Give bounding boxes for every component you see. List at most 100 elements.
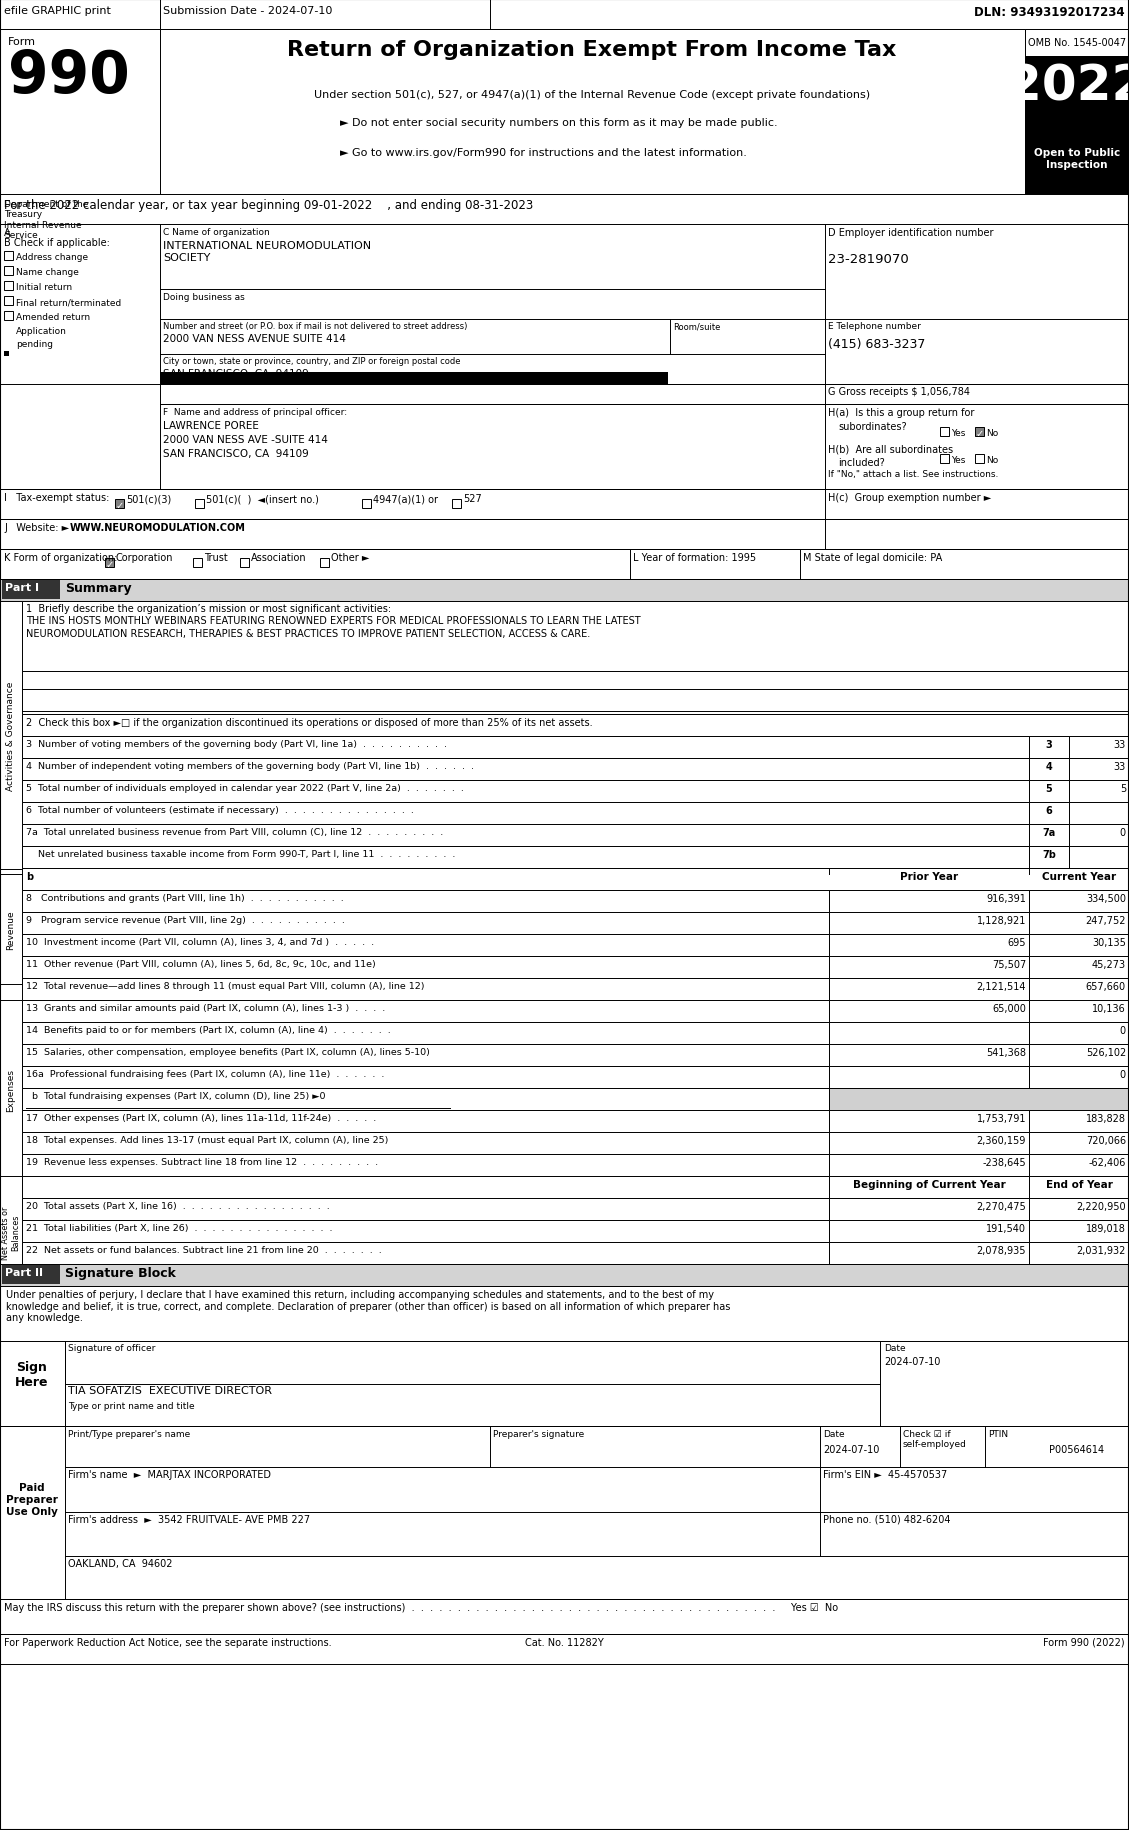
Text: H(c)  Group exemption number ►: H(c) Group exemption number ► bbox=[828, 492, 991, 503]
Text: Form 990 (2022): Form 990 (2022) bbox=[1043, 1638, 1124, 1647]
Text: City or town, state or province, country, and ZIP or foreign postal code: City or town, state or province, country… bbox=[163, 357, 461, 366]
Text: SAN FRANCISCO, CA  94109: SAN FRANCISCO, CA 94109 bbox=[163, 370, 308, 379]
Text: Amended return: Amended return bbox=[16, 313, 90, 322]
Bar bbox=[5, 267, 14, 276]
Bar bbox=[940, 454, 949, 463]
Text: 2,220,950: 2,220,950 bbox=[1076, 1200, 1126, 1211]
Text: 2  Check this box ►□ if the organization discontinued its operations or disposed: 2 Check this box ►□ if the organization … bbox=[26, 717, 593, 728]
Text: Signature of officer: Signature of officer bbox=[68, 1343, 156, 1352]
Text: 3: 3 bbox=[1045, 739, 1052, 750]
Bar bbox=[21, 759, 1029, 781]
Text: 247,752: 247,752 bbox=[1085, 915, 1126, 926]
Text: I   Tax-exempt status:: I Tax-exempt status: bbox=[5, 492, 110, 503]
Bar bbox=[160, 373, 668, 384]
Text: 33: 33 bbox=[1113, 739, 1126, 750]
Text: ✓: ✓ bbox=[106, 560, 114, 569]
Bar bbox=[829, 1177, 1029, 1199]
Text: Doing business as: Doing business as bbox=[163, 293, 245, 302]
Bar bbox=[21, 1111, 829, 1133]
Text: 1,753,791: 1,753,791 bbox=[977, 1113, 1026, 1124]
Text: L Year of formation: 1995: L Year of formation: 1995 bbox=[633, 553, 756, 562]
Bar bbox=[5, 253, 14, 262]
Text: 30,135: 30,135 bbox=[1092, 937, 1126, 948]
Text: ✓: ✓ bbox=[975, 428, 984, 439]
Text: b  Total fundraising expenses (Part IX, column (D), line 25) ►0: b Total fundraising expenses (Part IX, c… bbox=[26, 1091, 325, 1100]
Text: 16a  Professional fundraising fees (Part IX, column (A), line 11e)  .  .  .  .  : 16a Professional fundraising fees (Part … bbox=[26, 1069, 384, 1078]
Bar bbox=[825, 404, 1129, 490]
Bar bbox=[0, 520, 1129, 549]
Bar bbox=[0, 1341, 1129, 1426]
Bar bbox=[829, 957, 1029, 979]
Bar bbox=[195, 500, 204, 509]
Text: 65,000: 65,000 bbox=[992, 1003, 1026, 1014]
Text: pending: pending bbox=[16, 340, 53, 350]
Text: Part I: Part I bbox=[5, 582, 40, 593]
Text: Signature Block: Signature Block bbox=[65, 1266, 176, 1279]
Bar bbox=[21, 602, 1129, 672]
Text: 7a  Total unrelated business revenue from Part VIII, column (C), line 12  .  .  : 7a Total unrelated business revenue from… bbox=[26, 827, 444, 836]
Text: 501(c)(3): 501(c)(3) bbox=[126, 494, 172, 503]
Text: M State of legal domicile: PA: M State of legal domicile: PA bbox=[803, 553, 943, 562]
Text: Return of Organization Exempt From Income Tax: Return of Organization Exempt From Incom… bbox=[287, 40, 896, 60]
Bar bbox=[105, 558, 114, 567]
Text: Type or print name and title: Type or print name and title bbox=[68, 1402, 194, 1411]
Bar bbox=[0, 225, 1129, 384]
Text: Initial return: Initial return bbox=[16, 284, 72, 291]
Bar bbox=[21, 1089, 829, 1111]
Text: b: b bbox=[26, 871, 33, 882]
Bar bbox=[975, 428, 984, 437]
Text: Form: Form bbox=[8, 37, 36, 48]
Text: efile GRAPHIC print: efile GRAPHIC print bbox=[5, 5, 111, 16]
Text: Room/suite: Room/suite bbox=[673, 322, 720, 331]
Bar bbox=[1029, 1111, 1129, 1133]
Text: Other ►: Other ► bbox=[331, 553, 369, 562]
Text: C Name of organization: C Name of organization bbox=[163, 229, 270, 236]
Text: 2,121,514: 2,121,514 bbox=[977, 981, 1026, 992]
Bar bbox=[160, 29, 1025, 194]
Bar bbox=[21, 1221, 829, 1243]
Text: May the IRS discuss this return with the preparer shown above? (see instructions: May the IRS discuss this return with the… bbox=[5, 1601, 838, 1612]
Text: 5: 5 bbox=[1045, 783, 1052, 794]
Text: 0: 0 bbox=[1120, 1069, 1126, 1080]
Text: 916,391: 916,391 bbox=[986, 893, 1026, 904]
Text: 2022: 2022 bbox=[1007, 62, 1129, 110]
Text: 657,660: 657,660 bbox=[1086, 981, 1126, 992]
Bar bbox=[1029, 1155, 1129, 1177]
Text: 18  Total expenses. Add lines 13-17 (must equal Part IX, column (A), line 25): 18 Total expenses. Add lines 13-17 (must… bbox=[26, 1135, 388, 1144]
Bar bbox=[829, 913, 1029, 935]
Text: NEUROMODULATION RESEARCH, THERAPIES & BEST PRACTICES TO IMPROVE PATIENT SELECTIO: NEUROMODULATION RESEARCH, THERAPIES & BE… bbox=[26, 630, 590, 639]
Text: 527: 527 bbox=[463, 494, 482, 503]
Bar bbox=[1029, 1199, 1129, 1221]
Text: Submission Date - 2024-07-10: Submission Date - 2024-07-10 bbox=[163, 5, 332, 16]
Bar bbox=[21, 979, 829, 1001]
Bar bbox=[1029, 1045, 1129, 1067]
Bar bbox=[1029, 759, 1069, 781]
Text: 7b: 7b bbox=[1042, 849, 1056, 860]
Bar bbox=[0, 875, 21, 985]
Text: 3  Number of voting members of the governing body (Part VI, line 1a)  .  .  .  .: 3 Number of voting members of the govern… bbox=[26, 739, 447, 748]
Text: 33: 33 bbox=[1113, 761, 1126, 772]
Text: 75,507: 75,507 bbox=[991, 959, 1026, 970]
Text: P00564614: P00564614 bbox=[1050, 1444, 1104, 1455]
Text: 22  Net assets or fund balances. Subtract line 21 from line 20  .  .  .  .  .  .: 22 Net assets or fund balances. Subtract… bbox=[26, 1246, 382, 1254]
Text: DLN: 93493192017234: DLN: 93493192017234 bbox=[974, 5, 1124, 18]
Bar bbox=[0, 0, 1129, 29]
Text: 21  Total liabilities (Part X, line 26)  .  .  .  .  .  .  .  .  .  .  .  .  .  : 21 Total liabilities (Part X, line 26) .… bbox=[26, 1222, 333, 1232]
Text: Paid
Preparer
Use Only: Paid Preparer Use Only bbox=[6, 1482, 58, 1515]
Bar bbox=[21, 672, 1129, 714]
Text: ► Do not enter social security numbers on this form as it may be made public.: ► Do not enter social security numbers o… bbox=[340, 117, 778, 128]
Text: Cat. No. 11282Y: Cat. No. 11282Y bbox=[525, 1638, 603, 1647]
Bar bbox=[829, 1045, 1029, 1067]
Text: For the 2022 calendar year, or tax year beginning 09-01-2022    , and ending 08-: For the 2022 calendar year, or tax year … bbox=[5, 199, 533, 212]
Text: 541,368: 541,368 bbox=[986, 1047, 1026, 1058]
Bar bbox=[0, 194, 1129, 225]
Text: Net Assets or
Balances: Net Assets or Balances bbox=[1, 1206, 20, 1259]
Text: Yes: Yes bbox=[951, 428, 965, 437]
Text: 9   Program service revenue (Part VIII, line 2g)  .  .  .  .  .  .  .  .  .  .  : 9 Program service revenue (Part VIII, li… bbox=[26, 915, 344, 924]
Text: No: No bbox=[986, 456, 998, 465]
Text: End of Year: End of Year bbox=[1045, 1179, 1112, 1190]
Text: 1  Briefly describe the organization’s mission or most significant activities:: 1 Briefly describe the organization’s mi… bbox=[26, 604, 391, 613]
Text: Beginning of Current Year: Beginning of Current Year bbox=[852, 1179, 1006, 1190]
Text: Under penalties of perjury, I declare that I have examined this return, includin: Under penalties of perjury, I declare th… bbox=[6, 1290, 730, 1323]
Text: subordinates?: subordinates? bbox=[838, 421, 907, 432]
